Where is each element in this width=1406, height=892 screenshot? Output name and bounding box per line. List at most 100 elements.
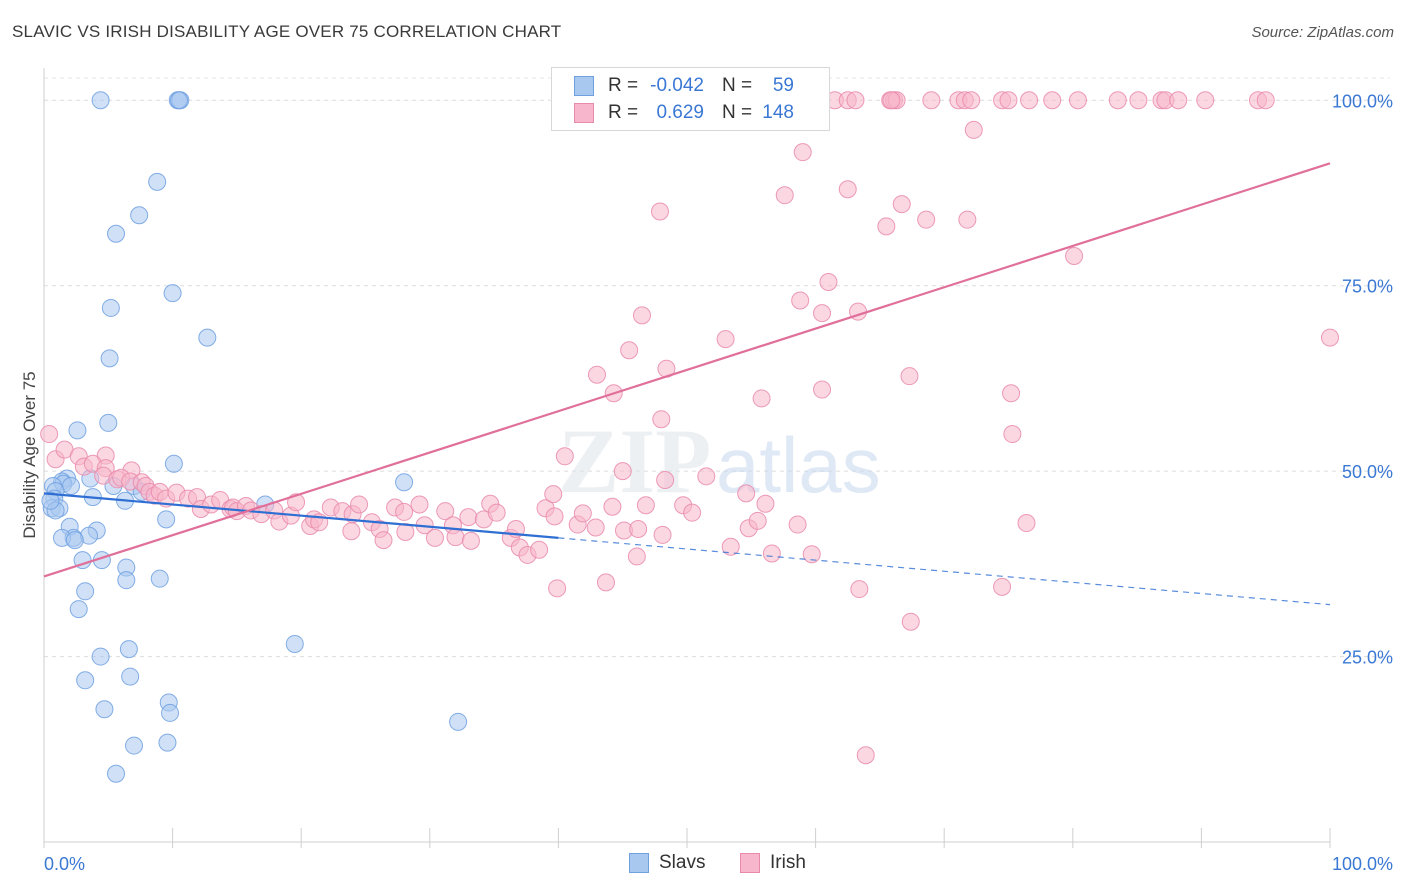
point-irish: [856, 746, 875, 765]
legend-row-irish: R = 0.629 N = 148: [574, 100, 794, 126]
point-irish: [653, 525, 672, 544]
point-irish: [544, 485, 563, 504]
point-irish: [374, 531, 393, 550]
point-irish: [620, 341, 639, 360]
point-slavs: [119, 640, 138, 659]
point-irish: [461, 531, 480, 550]
point-irish: [683, 503, 702, 522]
point-irish: [446, 528, 465, 547]
point-irish: [396, 522, 415, 541]
point-irish: [756, 494, 775, 513]
point-slavs: [91, 91, 110, 110]
point-irish: [652, 410, 671, 429]
legend-item-slavs[interactable]: Slavs: [629, 852, 705, 874]
chart-title: SLAVIC VS IRISH DISABILITY AGE OVER 75 C…: [12, 22, 562, 41]
point-irish: [922, 91, 941, 110]
point-irish: [530, 540, 549, 559]
legend-row-slavs: R = -0.042 N = 59: [574, 73, 794, 99]
point-irish: [917, 210, 936, 229]
trend-line-slavs: [43, 492, 559, 539]
point-slavs: [164, 454, 183, 473]
legend-swatch-slavs: [629, 853, 649, 873]
point-irish: [737, 484, 756, 503]
legend-swatch-irish: [740, 853, 760, 873]
point-irish: [487, 503, 506, 522]
legend-label-slavs: Slavs: [659, 852, 706, 873]
point-irish: [1065, 247, 1084, 266]
y-tick-label: 25.0%: [1342, 648, 1393, 668]
point-slavs: [62, 476, 81, 495]
point-slavs: [117, 571, 136, 590]
legend-r-label: R =: [608, 102, 639, 123]
y-axis-label: Disability Age Over 75: [20, 371, 39, 538]
point-slavs: [107, 764, 126, 783]
legend-item-irish[interactable]: Irish: [740, 852, 806, 874]
watermark: ZIP atlas: [558, 410, 881, 512]
legend-n-value: 148: [762, 102, 794, 123]
point-irish: [813, 304, 832, 323]
point-slavs: [157, 510, 176, 529]
point-irish: [964, 120, 983, 139]
watermark-zip: ZIP: [558, 410, 711, 512]
point-slavs: [150, 569, 169, 588]
point-irish: [596, 573, 615, 592]
source-label: Source: ZipAtlas.com: [1251, 24, 1394, 41]
point-irish: [813, 380, 832, 399]
x-tick-label: 100.0%: [1332, 854, 1393, 874]
point-irish: [436, 502, 455, 521]
point-irish: [636, 496, 655, 515]
point-irish: [993, 577, 1012, 596]
point-slavs: [163, 284, 182, 303]
point-irish: [762, 544, 781, 563]
point-irish: [1196, 91, 1215, 110]
point-slavs: [121, 667, 140, 686]
point-irish: [555, 447, 574, 466]
point-irish: [752, 389, 771, 408]
point-irish: [791, 291, 810, 310]
legend-n-value: 59: [772, 75, 794, 96]
point-irish: [287, 493, 306, 512]
point-irish: [650, 202, 669, 221]
point-irish: [748, 511, 767, 530]
series-legend: Slavs Irish: [0, 852, 1406, 878]
point-irish: [613, 462, 632, 481]
point-irish: [962, 91, 981, 110]
point-irish: [629, 519, 648, 538]
grid-layer: [44, 77, 1390, 658]
trend-extension-slavs: [558, 537, 1331, 606]
legend-swatch-irish: [574, 103, 594, 123]
y-tick-label: 50.0%: [1342, 462, 1393, 482]
legend-r-label: R =: [608, 75, 639, 96]
point-slavs: [285, 634, 304, 653]
point-irish: [716, 330, 735, 349]
point-irish: [395, 502, 414, 521]
point-irish: [573, 504, 592, 523]
point-irish: [697, 467, 716, 486]
point-irish: [793, 143, 812, 162]
point-irish: [545, 507, 564, 526]
point-irish: [1129, 91, 1148, 110]
point-irish: [1108, 91, 1127, 110]
point-irish: [548, 579, 567, 598]
axes-layer: [43, 68, 1331, 848]
legend-r-value: 0.629: [656, 102, 704, 123]
y-tick-label: 75.0%: [1342, 277, 1393, 297]
x-tick-label: 0.0%: [44, 854, 85, 874]
point-slavs: [41, 491, 60, 510]
point-irish: [892, 195, 911, 214]
point-irish: [410, 495, 429, 514]
point-irish: [1321, 328, 1339, 347]
point-irish: [425, 528, 444, 547]
point-irish: [802, 545, 821, 564]
legend-r-value: -0.042: [650, 75, 704, 96]
point-slavs: [198, 328, 217, 347]
point-irish: [632, 306, 651, 325]
point-irish: [1002, 384, 1021, 403]
point-irish: [838, 180, 857, 199]
point-slavs: [65, 531, 84, 550]
point-slavs: [107, 224, 126, 243]
point-irish: [721, 537, 740, 556]
point-irish: [788, 515, 807, 534]
point-irish: [1003, 425, 1022, 444]
point-slavs: [170, 91, 189, 110]
